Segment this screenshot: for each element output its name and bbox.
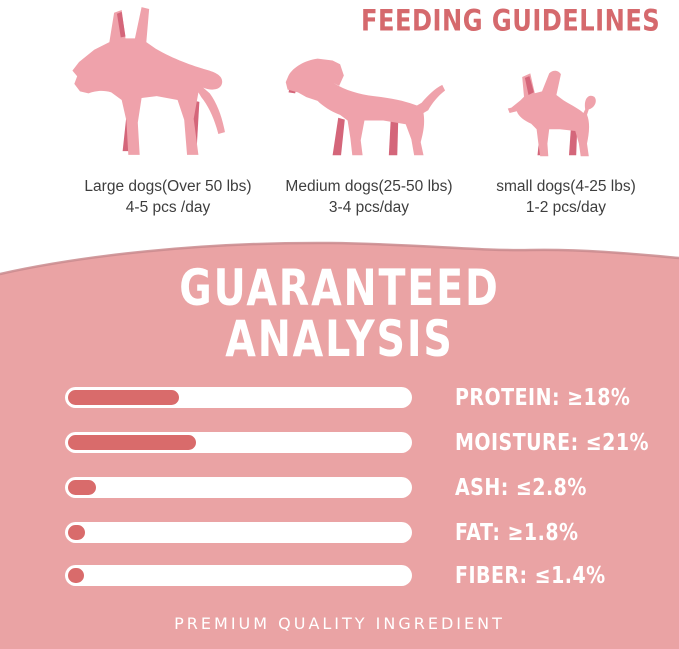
wave-edge-line (0, 241, 679, 276)
moisture-bar-fill (68, 435, 197, 450)
fiber-bar-track (65, 565, 412, 586)
moisture-label: MOISTURE: ≤21% (455, 428, 650, 456)
moisture-bar-track (65, 432, 412, 453)
caption-small-line2: 1-2 pcs/day (525, 199, 607, 216)
small-dog-icon (507, 70, 596, 157)
fiber-label: FIBER: ≤1.4% (455, 561, 606, 589)
caption-large-line2: 4-5 pcs /day (125, 199, 211, 216)
large-dog-icon (72, 7, 225, 155)
caption-small-line1: small dogs(4-25 lbs) (496, 178, 636, 195)
fat-bar-fill (68, 525, 86, 540)
fat-bar-track (65, 522, 412, 543)
analysis-heading: ANALYSIS (225, 311, 454, 369)
ash-label: ASH: ≤2.8% (455, 473, 587, 501)
ash-bar-fill (68, 480, 96, 495)
caption-large-line1: Large dogs(Over 50 lbs) (84, 178, 252, 195)
fiber-bar-fill (68, 568, 84, 583)
fat-label: FAT: ≥1.8% (455, 518, 579, 546)
caption-medium-line2: 3-4 pcs/day (328, 199, 410, 216)
caption-medium-dogs: Medium dogs(25-50 lbs) 3-4 pcs/day (262, 176, 476, 218)
protein-bar-track (65, 387, 412, 408)
caption-small-dogs: small dogs(4-25 lbs) 1-2 pcs/day (472, 176, 660, 218)
premium-quality-footer: PREMIUM QUALITY INGREDIENT (174, 614, 505, 633)
caption-large-dogs: Large dogs(Over 50 lbs) 4-5 pcs /day (40, 176, 296, 218)
medium-dog-icon (285, 58, 446, 156)
protein-label: PROTEIN: ≥18% (455, 383, 631, 411)
feeding-guidelines-title: FEEDING GUIDELINES (361, 4, 661, 39)
guaranteed-heading: GUARANTEED (179, 260, 500, 318)
caption-medium-line1: Medium dogs(25-50 lbs) (285, 178, 453, 195)
ash-bar-track (65, 477, 412, 498)
protein-bar-fill (68, 390, 180, 405)
